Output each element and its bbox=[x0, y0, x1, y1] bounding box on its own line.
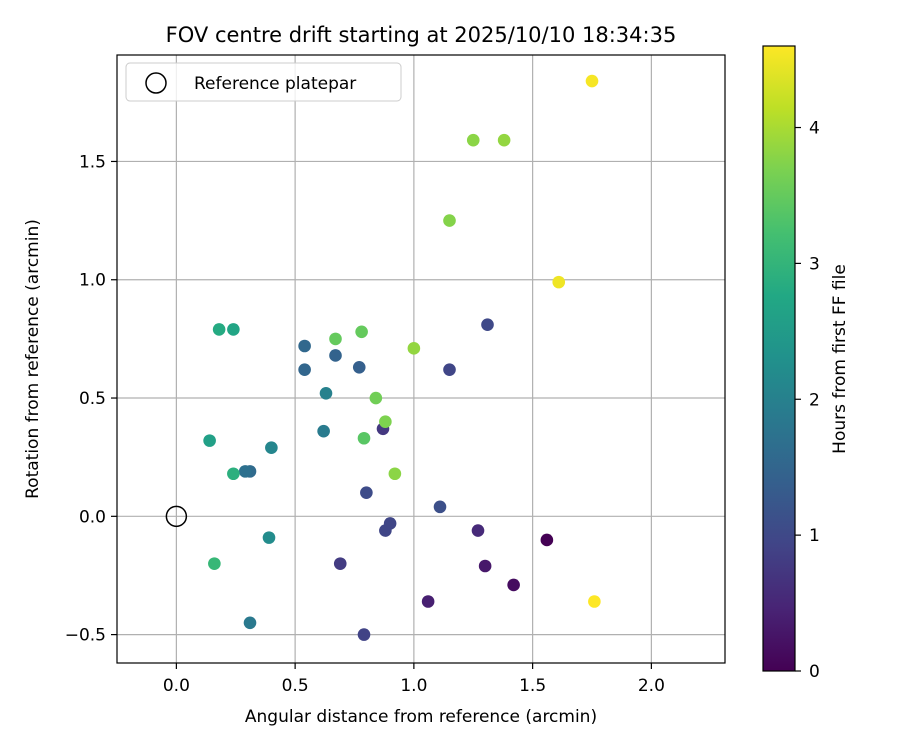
y-tick-label: 1.5 bbox=[79, 152, 106, 172]
data-point bbox=[360, 486, 373, 499]
colorbar-ticks: 0 1 2 3 4 bbox=[795, 119, 820, 682]
data-point bbox=[507, 578, 520, 592]
data-point bbox=[319, 387, 333, 400]
colorbar-label: Hours from first FF file bbox=[830, 264, 850, 454]
colorbar-tick-label: 2 bbox=[809, 390, 820, 410]
data-point bbox=[298, 363, 311, 376]
x-tick-label: 2.0 bbox=[638, 676, 665, 696]
x-axis-ticks: 0.0 0.5 1.0 1.5 2.0 bbox=[163, 663, 665, 696]
chart-title: FOV centre drift starting at 2025/10/10 … bbox=[166, 23, 677, 47]
data-point bbox=[466, 133, 480, 147]
data-point bbox=[212, 323, 226, 336]
data-point bbox=[262, 531, 276, 544]
data-point bbox=[585, 74, 599, 88]
y-tick-label: 1.0 bbox=[79, 271, 106, 291]
plot-frame bbox=[116, 54, 726, 664]
grid bbox=[117, 55, 725, 663]
data-point bbox=[552, 275, 566, 289]
data-point bbox=[265, 441, 278, 455]
y-axis-label: Rotation from reference (arcmin) bbox=[23, 219, 43, 499]
data-point bbox=[355, 325, 368, 339]
data-point bbox=[379, 415, 392, 428]
data-point bbox=[379, 524, 392, 537]
legend-label-reference-platepar: Reference platepar bbox=[194, 74, 356, 94]
legend-reference-marker bbox=[145, 72, 167, 94]
data-point bbox=[203, 434, 216, 447]
data-point bbox=[443, 363, 456, 376]
data-point bbox=[227, 323, 240, 336]
colorbar-gradient bbox=[762, 45, 796, 672]
colorbar: 0 1 2 3 4 Hours from first FF file bbox=[762, 45, 850, 682]
data-point bbox=[471, 524, 485, 537]
data-point bbox=[407, 342, 421, 355]
data-point bbox=[352, 360, 366, 374]
scatter-points bbox=[203, 74, 601, 641]
colorbar-tick-label: 3 bbox=[809, 254, 820, 274]
legend-box bbox=[125, 62, 402, 102]
y-tick-label: −0.5 bbox=[65, 626, 106, 646]
data-point bbox=[298, 339, 311, 353]
x-tick-label: 1.5 bbox=[519, 676, 546, 696]
y-tick-label: 0.5 bbox=[79, 389, 106, 409]
data-point bbox=[388, 467, 402, 481]
data-point bbox=[540, 533, 554, 547]
x-tick-label: 1.0 bbox=[400, 676, 427, 696]
colorbar-tick-label: 4 bbox=[809, 119, 820, 139]
x-tick-label: 0.0 bbox=[163, 676, 190, 696]
data-point bbox=[481, 318, 494, 331]
data-point bbox=[227, 467, 240, 481]
data-point bbox=[478, 559, 492, 573]
x-axis-label: Angular distance from reference (arcmin) bbox=[245, 707, 597, 727]
data-point bbox=[443, 214, 456, 227]
reference-platepar-marker bbox=[165, 505, 188, 528]
data-point bbox=[329, 349, 342, 362]
data-point bbox=[208, 557, 221, 570]
data-point bbox=[317, 424, 330, 438]
data-point bbox=[421, 595, 435, 608]
data-point bbox=[243, 616, 257, 630]
y-tick-label: 0.0 bbox=[79, 507, 106, 527]
data-point bbox=[333, 557, 347, 570]
data-point bbox=[588, 595, 601, 608]
data-point bbox=[433, 500, 447, 514]
y-axis-ticks: −0.5 0.0 0.5 1.0 1.5 bbox=[65, 152, 117, 646]
x-tick-label: 0.5 bbox=[282, 676, 309, 696]
data-point bbox=[369, 391, 383, 405]
data-point bbox=[329, 332, 342, 346]
data-point bbox=[497, 133, 511, 147]
data-point bbox=[238, 465, 252, 478]
legend: Reference platepar bbox=[125, 62, 402, 102]
data-point bbox=[357, 431, 371, 445]
data-point bbox=[357, 628, 371, 641]
colorbar-tick-label: 1 bbox=[809, 526, 820, 546]
colorbar-tick-label: 0 bbox=[809, 662, 820, 682]
